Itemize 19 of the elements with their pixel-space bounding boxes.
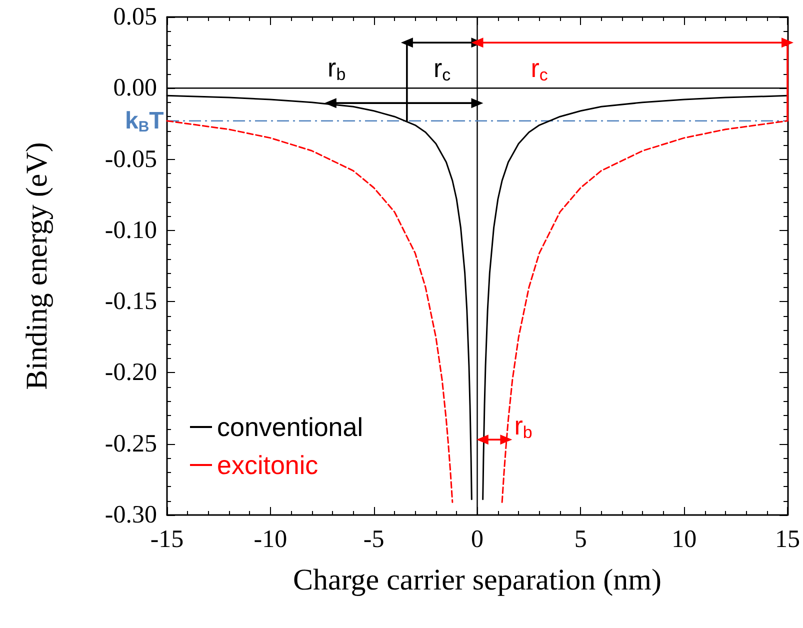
y-tick-label: 0.00	[113, 74, 157, 102]
x-tick-label: 15	[775, 526, 800, 553]
x-axis-title: Charge carrier separation (nm)	[293, 564, 662, 596]
y-axis-title: Binding energy (eV)	[20, 142, 54, 390]
y-tick-label: -0.30	[104, 502, 157, 528]
x-tick-label: -10	[254, 526, 288, 553]
y-tick-label: -0.15	[104, 288, 157, 316]
x-tick-label: 10	[672, 526, 697, 553]
x-tick-label: 5	[574, 526, 587, 553]
y-tick-label: -0.10	[104, 216, 157, 244]
x-tick-label: -5	[363, 526, 384, 553]
y-tick-label: -0.25	[104, 430, 157, 458]
legend-label: conventional	[217, 412, 363, 442]
x-tick-label: -15	[150, 526, 184, 553]
y-tick-label: 0.05	[113, 4, 157, 30]
y-tick-label: -0.20	[104, 359, 157, 386]
legend-label: excitonic	[217, 450, 318, 480]
x-tick-label: 0	[471, 526, 484, 553]
y-tick-label: -0.05	[104, 146, 157, 173]
